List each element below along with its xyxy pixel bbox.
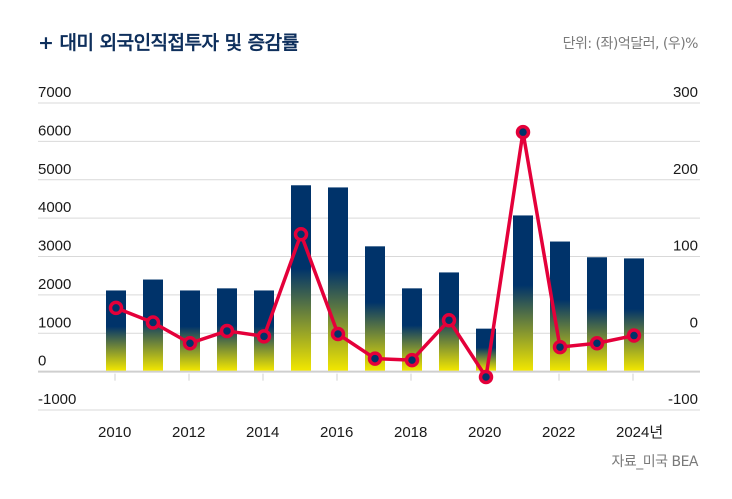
bar-2023 [587,257,607,371]
y-axis-right: 300 200 100 0 -100 [668,84,698,408]
y-tick-label: 0 [38,353,46,370]
y2-tick-label: 100 [673,238,698,255]
unit-label: 단위: (좌)억달러, (우)% [562,36,699,52]
marker-2019 [441,312,457,328]
x-tick-label: 2024년 [616,424,663,441]
marker-2022 [552,339,568,355]
marker-2021 [515,124,531,140]
x-tick-label: 2020 [468,424,501,441]
y2-tick-label: -100 [668,391,698,408]
x-tick-label: 2016 [320,424,353,441]
y2-tick-label: 200 [673,161,698,178]
y-tick-label: 2000 [38,276,71,293]
y2-tick-label: 300 [673,84,698,101]
y-tick-label: -1000 [38,391,76,408]
bar-2024 [624,258,644,371]
bar-2021 [513,215,533,371]
marker-2020 [478,369,494,385]
x-tick-label: 2010 [98,424,131,441]
marker-2018 [404,352,420,368]
y-tick-label: 1000 [38,314,71,331]
x-tick-label: 2022 [542,424,575,441]
bar-2015 [291,185,311,371]
marker-2012 [182,335,198,351]
x-axis: 2010 2012 2014 2016 2018 2020 2022 2024년 [98,373,663,441]
marker-2014 [256,329,272,344]
chart-title: + 대미 외국인직접투자 및 증감률 [38,32,299,54]
marker-2010 [108,300,124,316]
y-tick-label: 6000 [38,122,71,139]
marker-2016 [330,326,346,342]
marker-2017 [367,351,383,366]
bar-2017 [365,246,385,371]
bar-2012 [180,290,200,371]
line-series [108,124,642,385]
y-tick-label: 7000 [38,84,71,101]
x-tick-label: 2018 [394,424,427,441]
y2-tick-label: 0 [690,314,698,331]
bar-2016 [328,187,348,371]
marker-2011 [145,315,161,330]
marker-2023 [589,335,605,351]
x-tick-label: 2014 [246,424,279,441]
x-tick-label: 2012 [172,424,205,441]
bar-2018 [402,288,422,371]
marker-2013 [219,323,235,339]
y-axis-left: 7000 6000 5000 4000 3000 2000 1000 0 -1000 [38,84,76,408]
source-label: 자료_미국 BEA [611,454,699,470]
y-tick-label: 4000 [38,199,71,216]
marker-2024 [626,328,642,343]
y-tick-label: 3000 [38,238,71,255]
y-tick-label: 5000 [38,161,71,178]
marker-2015 [293,226,309,242]
bar-2022 [550,241,570,371]
